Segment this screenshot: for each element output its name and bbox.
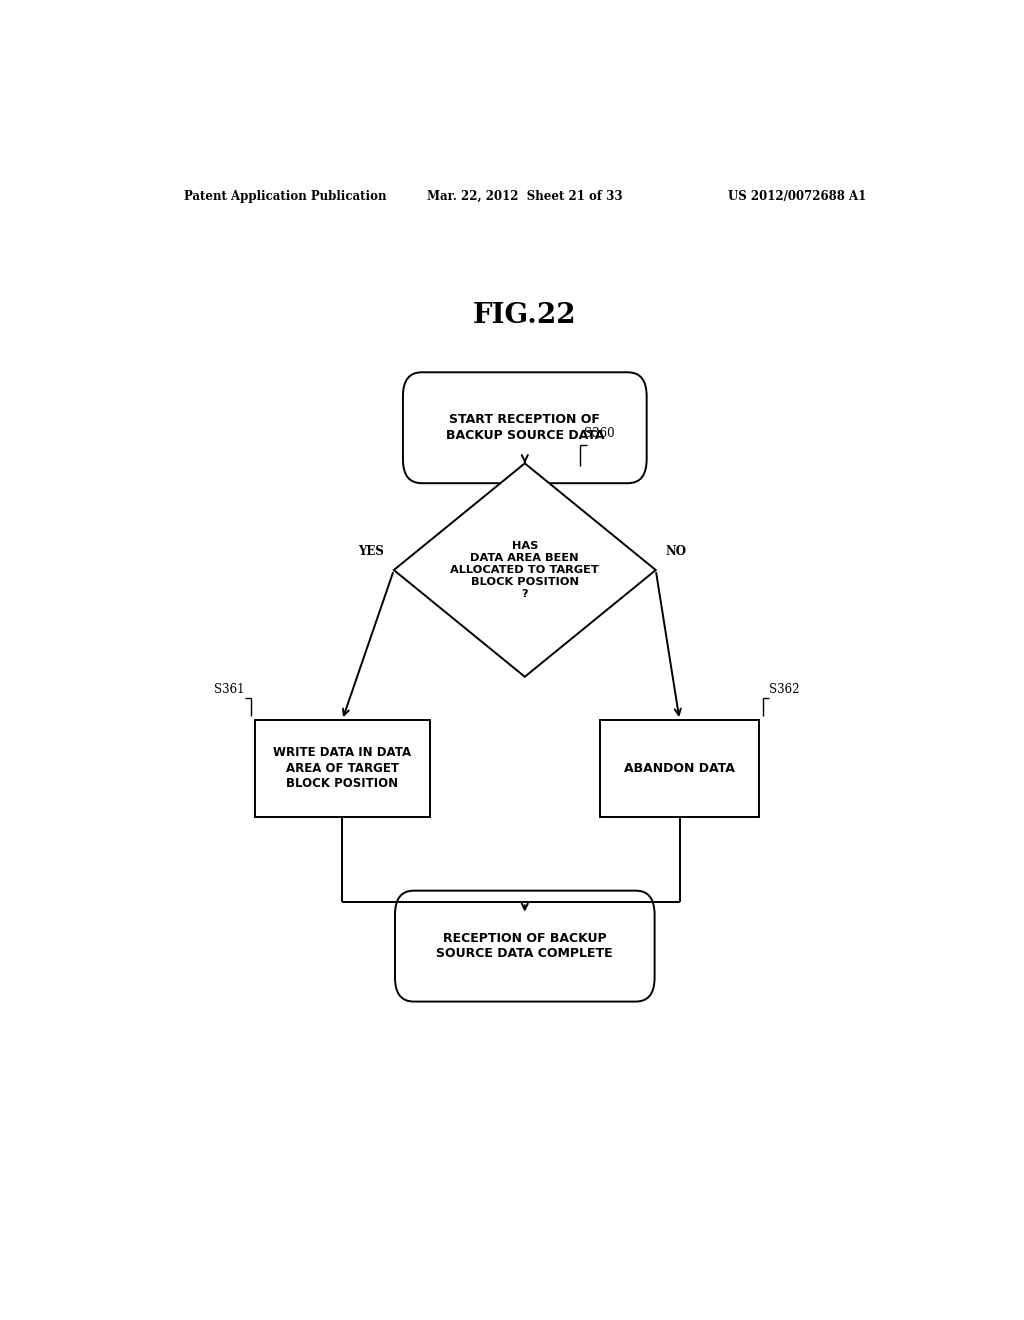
FancyBboxPatch shape xyxy=(402,372,647,483)
Text: S361: S361 xyxy=(214,682,245,696)
Text: US 2012/0072688 A1: US 2012/0072688 A1 xyxy=(728,190,866,202)
Polygon shape xyxy=(394,463,655,677)
Text: S360: S360 xyxy=(585,426,615,440)
Text: WRITE DATA IN DATA
AREA OF TARGET
BLOCK POSITION: WRITE DATA IN DATA AREA OF TARGET BLOCK … xyxy=(273,746,412,791)
Text: Mar. 22, 2012  Sheet 21 of 33: Mar. 22, 2012 Sheet 21 of 33 xyxy=(427,190,623,202)
Text: YES: YES xyxy=(358,545,384,558)
Text: START RECEPTION OF
BACKUP SOURCE DATA: START RECEPTION OF BACKUP SOURCE DATA xyxy=(445,413,604,442)
Text: HAS
DATA AREA BEEN
ALLOCATED TO TARGET
BLOCK POSITION
?: HAS DATA AREA BEEN ALLOCATED TO TARGET B… xyxy=(451,541,599,599)
Text: ABANDON DATA: ABANDON DATA xyxy=(624,762,735,775)
Text: Patent Application Publication: Patent Application Publication xyxy=(183,190,386,202)
Text: S362: S362 xyxy=(769,682,800,696)
Bar xyxy=(255,719,430,817)
FancyBboxPatch shape xyxy=(395,891,654,1002)
Text: NO: NO xyxy=(666,545,686,558)
Bar xyxy=(600,719,759,817)
Text: FIG.22: FIG.22 xyxy=(473,302,577,330)
Text: RECEPTION OF BACKUP
SOURCE DATA COMPLETE: RECEPTION OF BACKUP SOURCE DATA COMPLETE xyxy=(436,932,613,961)
